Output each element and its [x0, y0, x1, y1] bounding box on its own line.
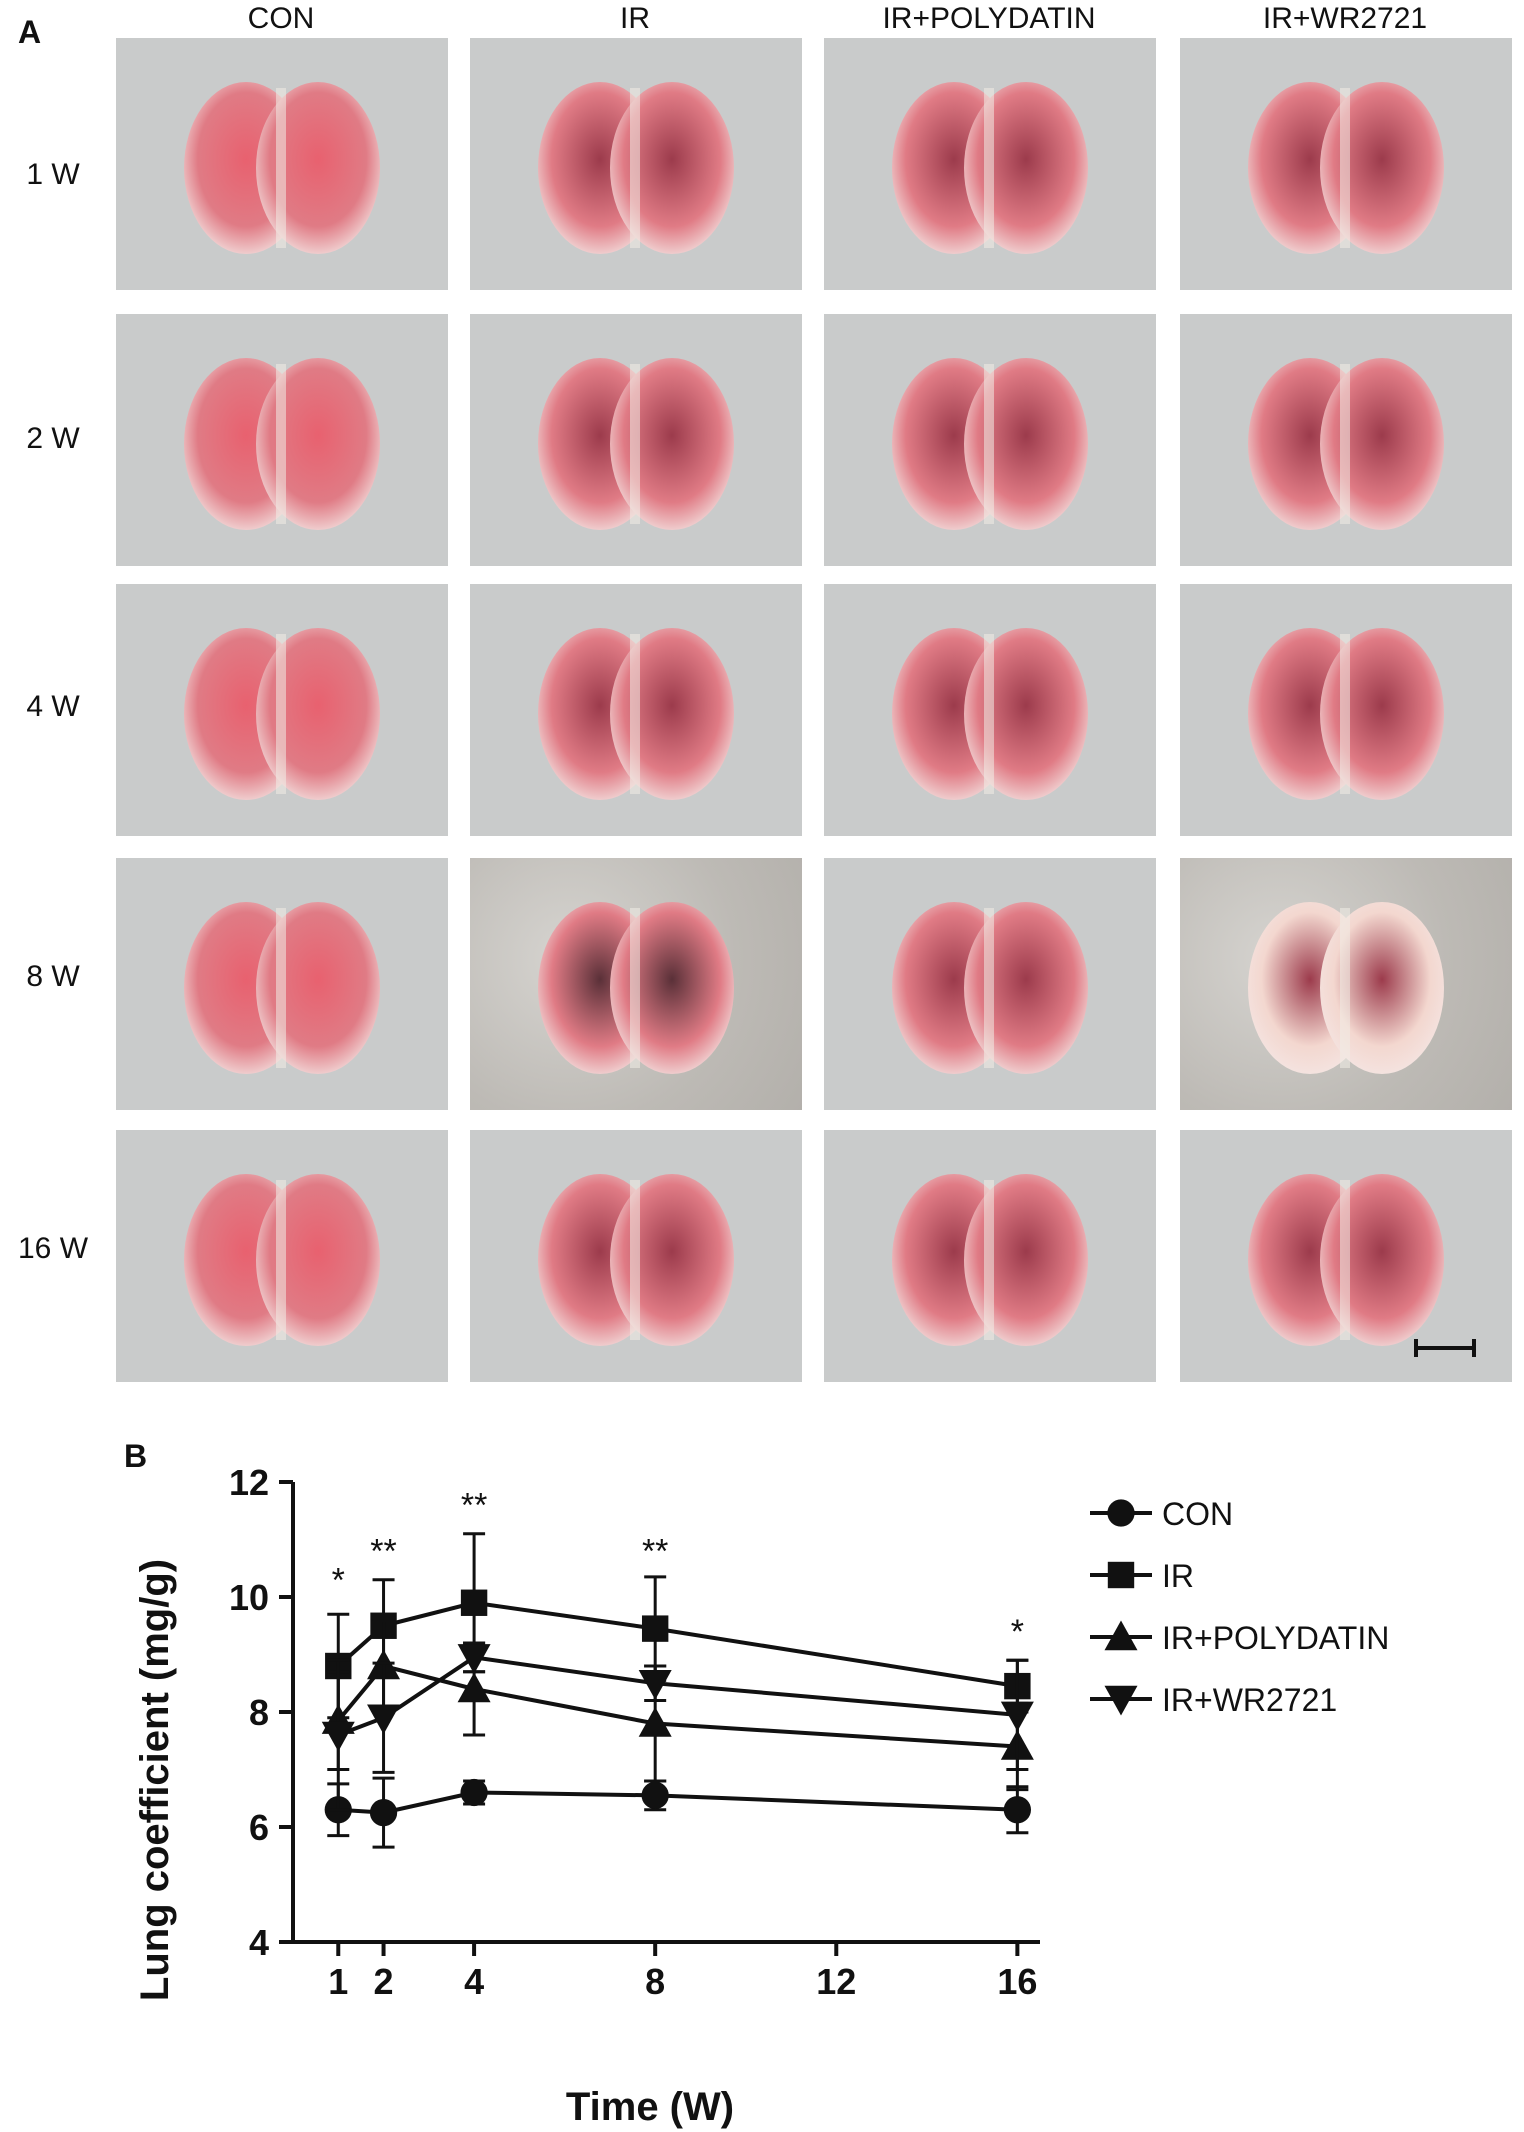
lung-photo-ir-wr2721-16-w	[1180, 1130, 1512, 1382]
lung-photo-ir-8-w	[470, 858, 802, 1110]
legend-marker	[1107, 1561, 1135, 1589]
row-label-16w: 16 W	[17, 1232, 89, 1265]
lung-photo-con-1-w	[116, 38, 448, 290]
x-tick-label: 1	[328, 1961, 348, 2002]
row-label-8w: 8 W	[26, 960, 80, 993]
legend-label: IR	[1162, 1558, 1194, 1594]
legend-entry-ir: IR	[1090, 1558, 1194, 1594]
lung-photo-con-2-w	[116, 314, 448, 566]
series-con	[324, 1776, 1032, 1849]
legend-marker	[1104, 1685, 1138, 1716]
column-header-ir-polydatin: IR+POLYDATIN	[882, 2, 1096, 35]
series-ir	[325, 1532, 1031, 1720]
legend-label: IR+WR2721	[1162, 1682, 1337, 1718]
lung-photo-con-4-w	[116, 584, 448, 836]
panel-b-label: B	[124, 1438, 148, 1474]
chart-axes: 4 6 8 10 12 1 2 4 8 12 16	[229, 1462, 1040, 2002]
lung-photo-ir-4-w	[470, 584, 802, 836]
data-point-ir-wr2721	[457, 1644, 491, 1674]
chart-legend: CON IR IR+POLYDATIN IR+WR2721	[1090, 1496, 1389, 1718]
data-point-ir-wr2721	[638, 1670, 672, 1700]
legend-entry-ir-polydatin: IR+POLYDATIN	[1090, 1620, 1389, 1656]
lung-photo-ir-wr2721-1-w	[1180, 38, 1512, 290]
x-tick-label: 12	[816, 1961, 856, 2002]
row-label-2w: 2 W	[26, 422, 80, 455]
data-point-con	[369, 1798, 398, 1827]
legend-entry-con: CON	[1090, 1496, 1233, 1532]
significance-marker: *	[1011, 1613, 1024, 1651]
y-axis-label: Lung coefficient (mg/g)	[133, 1559, 177, 2001]
y-tick-label: 10	[229, 1577, 269, 1618]
row-label-1w: 1 W	[26, 158, 80, 191]
row-label-4w: 4 W	[26, 690, 80, 723]
data-point-con	[1003, 1796, 1032, 1824]
chart-annotation-layer: ********	[332, 1487, 1024, 1652]
lung-photo-ir-polydatin-8-w	[824, 858, 1156, 1110]
x-tick-label: 2	[374, 1961, 394, 2002]
data-point-ir	[460, 1589, 488, 1616]
data-point-ir-wr2721	[1000, 1701, 1034, 1732]
x-axis-label: Time (W)	[566, 2085, 734, 2129]
column-header-ir-wr2721: IR+WR2721	[1262, 2, 1428, 35]
legend-marker	[1107, 1499, 1135, 1527]
legend-label: IR+POLYDATIN	[1162, 1620, 1389, 1656]
y-tick-label: 4	[249, 1922, 269, 1963]
panel-a-label: A	[18, 14, 42, 50]
legend-marker	[1104, 1620, 1138, 1651]
data-point-ir-wr2721	[321, 1721, 355, 1752]
column-header-ir: IR	[620, 2, 650, 35]
lung-photo-ir-wr2721-4-w	[1180, 584, 1512, 836]
series-ir-polydatin	[321, 1618, 1034, 1792]
column-header-con: CON	[247, 2, 315, 35]
lung-photo-con-8-w	[116, 858, 448, 1110]
data-point-con	[641, 1781, 669, 1810]
data-point-con	[460, 1778, 488, 1807]
lung-photo-ir-polydatin-16-w	[824, 1130, 1156, 1382]
lung-photo-ir-wr2721-8-w	[1180, 858, 1512, 1110]
legend-entry-ir-wr2721: IR+WR2721	[1090, 1682, 1337, 1718]
significance-marker: **	[461, 1487, 487, 1525]
scale-bar	[1414, 1339, 1476, 1357]
x-tick-label: 16	[997, 1961, 1037, 2002]
legend-label: CON	[1162, 1496, 1233, 1532]
chart-series-layer	[321, 1532, 1034, 1849]
data-point-ir-wr2721	[367, 1704, 401, 1735]
lung-photo-ir-2-w	[470, 314, 802, 566]
y-tick-label: 12	[229, 1462, 269, 1503]
x-tick-label: 4	[464, 1961, 484, 2002]
y-tick-label: 6	[249, 1807, 269, 1848]
lung-photo-con-16-w	[116, 1130, 448, 1382]
x-tick-label: 8	[645, 1961, 665, 2002]
series-ir-wr2721	[321, 1641, 1034, 1812]
y-tick-label: 8	[249, 1692, 269, 1733]
lung-photo-ir-polydatin-2-w	[824, 314, 1156, 566]
lung-photo-ir-wr2721-2-w	[1180, 314, 1512, 566]
lung-photo-ir-polydatin-4-w	[824, 584, 1156, 836]
significance-marker: **	[642, 1533, 668, 1571]
lung-photo-ir-polydatin-1-w	[824, 38, 1156, 290]
series-line-ir	[336, 1600, 1018, 1689]
lung-photo-ir-16-w	[470, 1130, 802, 1382]
significance-marker: **	[370, 1533, 396, 1571]
lung-photo-ir-1-w	[470, 38, 802, 290]
series-line-con	[338, 1790, 1018, 1815]
data-point-ir-polydatin	[457, 1672, 491, 1703]
data-point-ir	[641, 1615, 669, 1642]
significance-marker: *	[332, 1561, 345, 1599]
data-point-ir-polydatin	[638, 1707, 672, 1737]
